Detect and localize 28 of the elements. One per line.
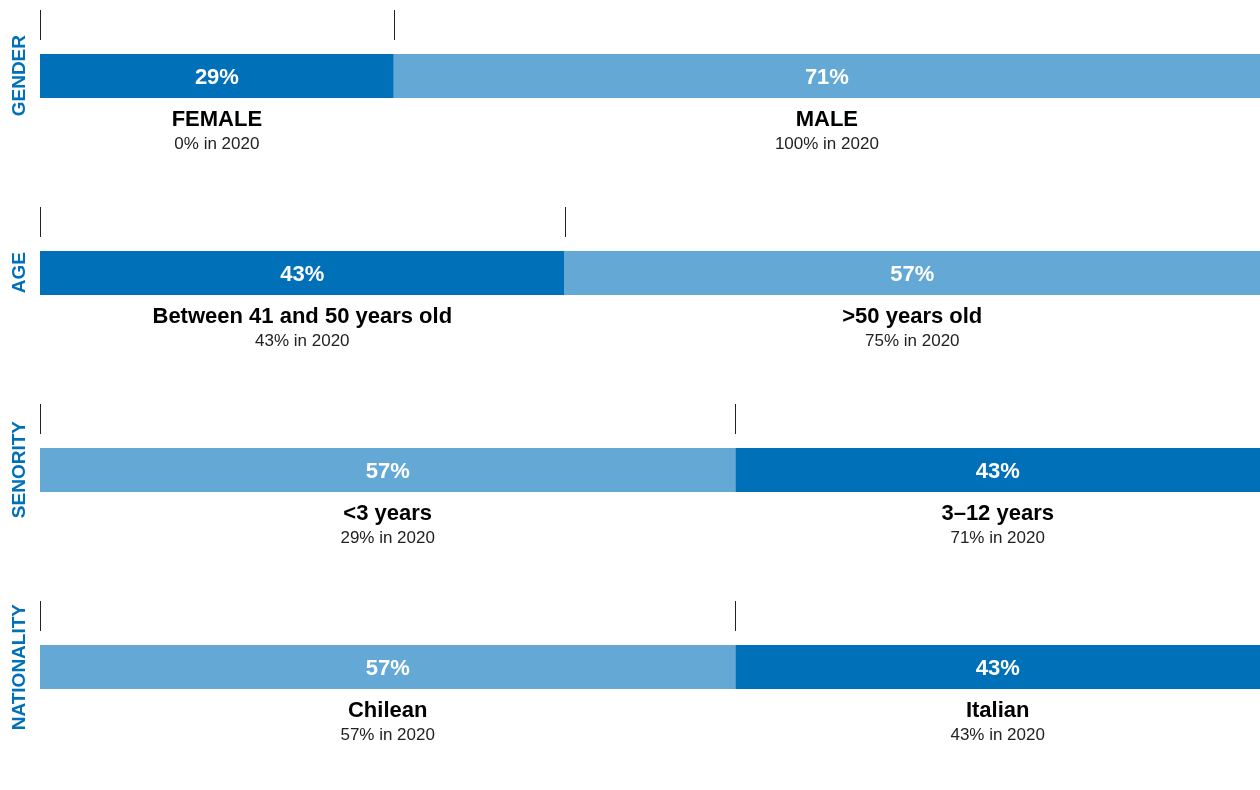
- data-label: 43%: [280, 260, 325, 286]
- text: 100% in 2020: [773, 134, 880, 154]
- y-axis-title: SENORITY: [8, 421, 30, 519]
- series-label: <3 years: [342, 500, 434, 526]
- text: 43% in 2020: [949, 725, 1046, 745]
- data-label: 43%: [975, 457, 1020, 483]
- text: 0% in 2020: [173, 134, 261, 154]
- text: 75% in 2020: [864, 331, 961, 351]
- y-axis-title: GENDER: [8, 35, 30, 117]
- series-label: 3–12 years: [940, 500, 1055, 526]
- series-label: MALE: [794, 106, 860, 132]
- data-label: 43%: [975, 654, 1020, 680]
- data-label: 29%: [194, 63, 239, 89]
- data-label: 71%: [804, 63, 849, 89]
- series-label: Chilean: [346, 697, 429, 723]
- series-label: Between 41 and 50 years old: [151, 303, 454, 329]
- series-label: >50 years old: [841, 303, 984, 329]
- data-label: 57%: [365, 654, 410, 680]
- text: 71% in 2020: [949, 528, 1046, 548]
- series-label: FEMALE: [171, 106, 263, 131]
- data-label: 57%: [890, 260, 935, 286]
- series-label: Italian: [964, 697, 1031, 723]
- text: 57% in 2020: [339, 725, 436, 745]
- data-label: 57%: [365, 457, 410, 483]
- text: 29% in 2020: [339, 528, 436, 548]
- text: 43% in 2020: [254, 331, 351, 351]
- y-axis-title: NATIONALITY: [8, 603, 30, 731]
- y-axis-title: AGE: [8, 252, 30, 294]
